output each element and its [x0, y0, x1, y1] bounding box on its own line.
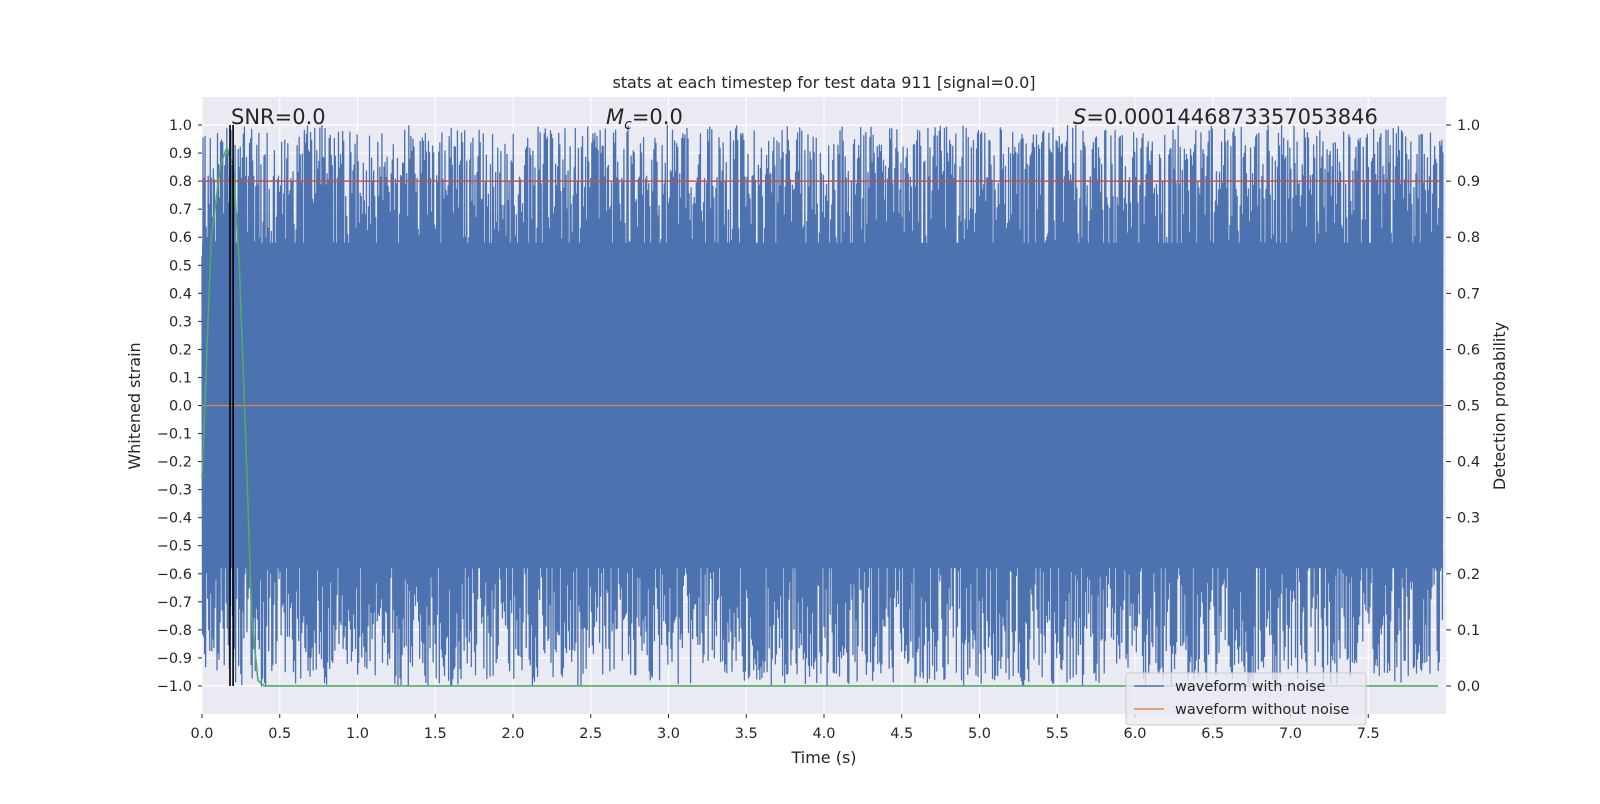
annotation-s: S=0.0001446873357053846	[1073, 105, 1378, 129]
y-tick-label: 1.0	[169, 118, 192, 134]
y-tick-label: 0.5	[169, 258, 192, 274]
x-tick-label: 0.5	[268, 726, 291, 742]
chart-title: stats at each timestep for test data 911…	[612, 73, 1035, 92]
y-tick-label: −0.7	[157, 595, 192, 611]
y-tick-label: −0.6	[157, 567, 192, 583]
x-tick-label: 3.0	[657, 726, 680, 742]
y-tick-label: −0.1	[157, 427, 192, 443]
x-tick-label: 1.0	[346, 726, 369, 742]
annotation-snr: SNR=0.0	[231, 105, 326, 129]
y-tick-label: −0.9	[157, 651, 192, 667]
x-axis-label: Time (s)	[790, 748, 856, 767]
x-tick-label: 4.5	[890, 726, 913, 742]
y2-tick-label: 0.8	[1457, 230, 1480, 246]
y2-tick-label: 0.2	[1457, 567, 1480, 583]
y2-tick-label: 0.7	[1457, 286, 1480, 302]
x-tick-label: 1.5	[424, 726, 447, 742]
y-tick-label: 0.1	[169, 370, 192, 386]
y-tick-label: 0.8	[169, 174, 192, 190]
x-tick-label: 6.5	[1201, 726, 1224, 742]
y-tick-label: −0.8	[157, 623, 192, 639]
legend-box	[1125, 672, 1367, 726]
legend-label-no-noise: waveform without noise	[1175, 702, 1349, 718]
x-tick-label: 4.0	[812, 726, 835, 742]
y-tick-label: 0.7	[169, 202, 192, 218]
x-tick-label: 7.5	[1357, 726, 1380, 742]
y-tick-label: 0.0	[169, 399, 192, 415]
y2-tick-label: 1.0	[1457, 118, 1480, 134]
noise-trace	[201, 124, 1444, 687]
annotation-s-symbol: S	[1073, 105, 1086, 129]
y2-tick-label: 0.1	[1457, 623, 1480, 639]
y-tick-label: 0.4	[169, 286, 192, 302]
annotation-mc-value: =0.0	[632, 105, 683, 129]
y-tick-label: −1.0	[157, 679, 192, 695]
legend: waveform with noise waveform without noi…	[1125, 672, 1367, 726]
y2-tick-label: 0.6	[1457, 342, 1480, 358]
y2-tick-label: 0.4	[1457, 455, 1480, 471]
y-tick-label: 0.3	[169, 314, 192, 330]
annotation-s-value: =0.0001446873357053846	[1086, 105, 1378, 129]
y2-tick-label: 0.0	[1457, 679, 1480, 695]
x-tick-label: 3.5	[735, 726, 758, 742]
x-tick-label: 6.0	[1123, 726, 1146, 742]
x-tick-label: 0.0	[190, 726, 213, 742]
y-tick-label: −0.3	[157, 483, 192, 499]
annotation-mc-symbol: M	[606, 105, 624, 129]
x-tick-label: 2.0	[501, 726, 524, 742]
legend-label-noise: waveform with noise	[1175, 679, 1326, 695]
y2-tick-label: 0.5	[1457, 399, 1480, 415]
x-tick-label: 2.5	[579, 726, 602, 742]
annotation-mc-sub: c	[624, 117, 632, 133]
y2-tick-label: 0.3	[1457, 511, 1480, 527]
y2-axis-label: Detection probability	[1490, 322, 1509, 490]
y-tick-label: −0.5	[157, 539, 192, 555]
series-detection-probability	[201, 145, 1439, 687]
y-tick-label: 0.2	[169, 342, 192, 358]
y-tick-label: −0.4	[157, 511, 192, 527]
x-tick-label: 5.0	[968, 726, 991, 742]
x-tick-label: 5.5	[1046, 726, 1069, 742]
y-tick-label: −0.2	[157, 455, 192, 471]
tick-labels: 0.0 0.5 1.0 1.5 2.0 2.5 3.0 3.5 4.0 4.5 5.0 5.5 6.0 6…	[157, 118, 1480, 742]
series-lines	[201, 125, 1446, 687]
y2-tick-label: 0.9	[1457, 174, 1480, 190]
x-tick-label: 7.0	[1279, 726, 1302, 742]
annotation-mc: Mc=0.0	[606, 105, 683, 133]
y-tick-label: 0.6	[169, 230, 192, 246]
y-tick-label: 0.9	[169, 146, 192, 162]
y-axis-label: Whitened strain	[125, 342, 144, 469]
